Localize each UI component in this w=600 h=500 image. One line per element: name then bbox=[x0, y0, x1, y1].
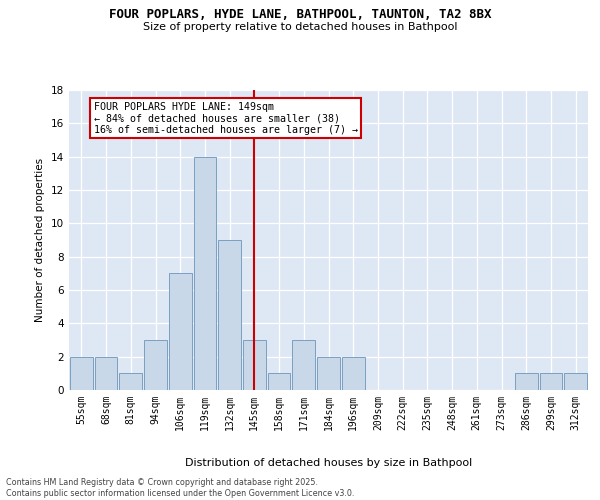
Bar bbox=[218, 240, 241, 390]
Bar bbox=[194, 156, 216, 390]
Text: Contains HM Land Registry data © Crown copyright and database right 2025.
Contai: Contains HM Land Registry data © Crown c… bbox=[6, 478, 355, 498]
Text: FOUR POPLARS, HYDE LANE, BATHPOOL, TAUNTON, TA2 8BX: FOUR POPLARS, HYDE LANE, BATHPOOL, TAUNT… bbox=[109, 8, 491, 20]
Bar bbox=[342, 356, 365, 390]
Bar bbox=[515, 374, 538, 390]
Bar bbox=[317, 356, 340, 390]
Bar bbox=[564, 374, 587, 390]
Bar bbox=[292, 340, 315, 390]
Text: FOUR POPLARS HYDE LANE: 149sqm
← 84% of detached houses are smaller (38)
16% of : FOUR POPLARS HYDE LANE: 149sqm ← 84% of … bbox=[94, 102, 358, 135]
Text: Size of property relative to detached houses in Bathpool: Size of property relative to detached ho… bbox=[143, 22, 457, 32]
Bar bbox=[95, 356, 118, 390]
Bar bbox=[70, 356, 93, 390]
Y-axis label: Number of detached properties: Number of detached properties bbox=[35, 158, 46, 322]
Bar bbox=[243, 340, 266, 390]
Bar bbox=[119, 374, 142, 390]
Bar bbox=[169, 274, 191, 390]
Text: Distribution of detached houses by size in Bathpool: Distribution of detached houses by size … bbox=[185, 458, 472, 468]
Bar bbox=[144, 340, 167, 390]
Bar bbox=[268, 374, 290, 390]
Bar bbox=[539, 374, 562, 390]
